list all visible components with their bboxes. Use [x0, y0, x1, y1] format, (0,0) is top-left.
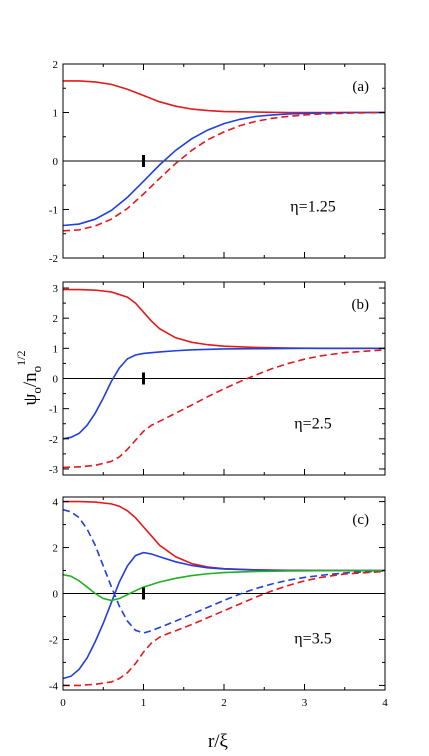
panel-c-annotation: η=3.5 — [294, 631, 331, 648]
panel-b-label: (b) — [352, 297, 370, 313]
panel-c-series-3 — [63, 570, 386, 687]
panel-b: -3 -2 -1 0 1 2 3 (b) η=2.5 — [49, 281, 386, 476]
x-tick-label: 3 — [302, 697, 308, 709]
panel-a-series-0 — [63, 80, 385, 114]
panel-c-ytick-label: 4 — [53, 497, 59, 509]
panel-a-annotation: η=1.25 — [290, 198, 335, 215]
x-tick-label: 0 — [60, 697, 66, 709]
x-tick-label: 4 — [382, 697, 388, 709]
panel-a-series-1 — [62, 111, 385, 227]
y-label-sep: /n — [20, 372, 41, 387]
panel-b-ytick-label: 1 — [53, 343, 59, 355]
panel-c-series-2 — [62, 508, 386, 634]
panel-c-ytick-label: -2 — [49, 634, 58, 646]
panel-c-ytick-label: -4 — [49, 680, 59, 692]
panel-c-series-4 — [62, 569, 386, 602]
x-tick-label: 2 — [221, 697, 227, 709]
panel-c-series-1 — [62, 551, 385, 680]
panel-a-label: (a) — [352, 79, 369, 95]
panel-c: -4 -2 0 2 4 (c) η=3.5 — [49, 496, 386, 692]
panel-c-ytick-label: 2 — [53, 543, 59, 555]
panel-b-ytick-label: -1 — [49, 404, 58, 416]
panel-b-ytick-label: 3 — [53, 283, 59, 295]
panel-a: -2 -1 0 1 2 (a) η=1.25 — [49, 59, 386, 265]
x-axis-label: r/ξ — [208, 731, 229, 752]
panel-c-series-0 — [63, 500, 385, 572]
panel-a-series-2 — [62, 111, 386, 232]
panel-b-series-2 — [62, 349, 386, 469]
panel-b-series-1 — [62, 347, 385, 440]
panel-a-ytick-label: 1 — [53, 108, 59, 120]
panel-a-ytick-label: -1 — [49, 205, 58, 217]
panel-c-label: (c) — [352, 512, 369, 528]
y-axis-label: ψo/no1/2 — [14, 350, 44, 405]
panel-b-ytick-label: -2 — [49, 434, 58, 446]
y-label-sub2: o — [29, 366, 44, 373]
panel-a-ytick-label: 0 — [53, 156, 59, 168]
panel-a-ytick-label: 2 — [53, 59, 59, 71]
panel-b-series-0 — [63, 288, 385, 350]
panel-c-ytick-label: 0 — [53, 589, 59, 601]
y-label-sup: 1/2 — [14, 350, 28, 365]
panel-b-ytick-label: -3 — [49, 464, 59, 476]
panel-b-annotation: η=2.5 — [294, 416, 331, 433]
panel-b-ytick-label: 0 — [53, 374, 59, 386]
panel-b-ytick-label: 2 — [53, 313, 59, 325]
panel-a-ytick-label: -2 — [49, 253, 58, 265]
x-tick-label: 1 — [141, 697, 147, 709]
y-label-psi: ψ — [20, 394, 41, 406]
panels: -2 -1 0 1 2 (a) η=1.25 -3 -2 -1 0 1 2 3 (b) η=2.5 -4 -2 0 2… — [49, 59, 388, 709]
y-label-sub1: o — [29, 387, 44, 394]
